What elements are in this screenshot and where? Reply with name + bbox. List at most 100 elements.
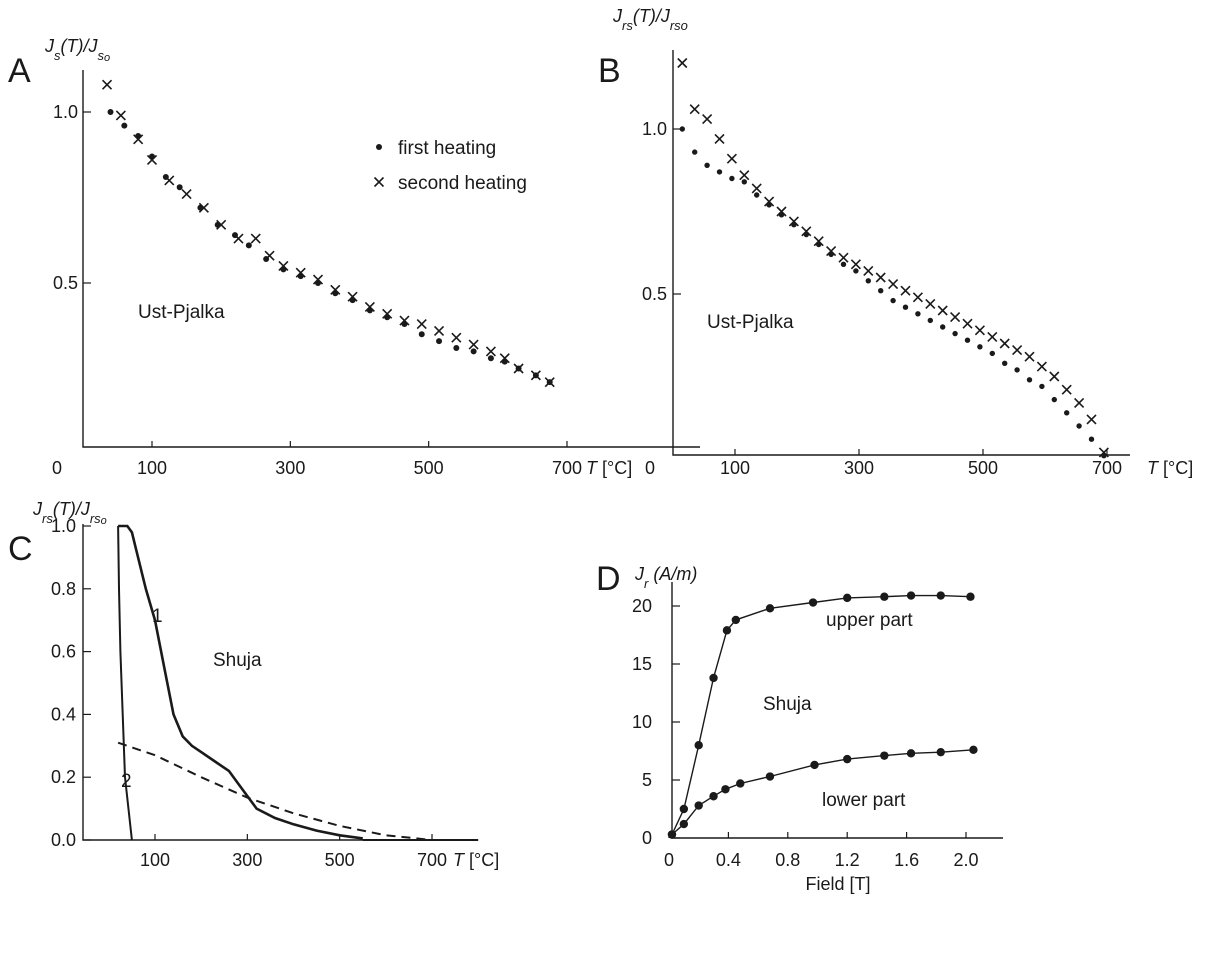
panel-a-point-second-heating <box>468 339 479 350</box>
panel-b-point-second-heating <box>776 206 787 217</box>
panel-a-point-second-heating <box>250 233 261 244</box>
panel-c-axes <box>82 524 462 841</box>
panel-a-point-second-heating <box>295 267 306 278</box>
panel-b-ylabel: Jrs(T)/Jrso <box>612 6 688 33</box>
panel-b-xtick-label: 500 <box>968 458 998 478</box>
panel-b-xtick-label: 300 <box>844 458 874 478</box>
panel-a-xlabel: T [°C] <box>586 458 632 478</box>
panel-b-point-first-heating <box>1076 423 1082 429</box>
panel-d-point-lower <box>736 779 745 788</box>
panel-d-point-upper <box>709 673 718 683</box>
panel-d-xtick-label: 2.0 <box>953 850 978 870</box>
panel-d-ytick-label: 15 <box>632 654 652 674</box>
panel-c-ytick-label: 0.6 <box>51 642 76 662</box>
panel-a-point-second-heating <box>530 370 541 381</box>
panel-b-point-second-heating <box>912 292 923 303</box>
panel-d-point-lower <box>969 745 978 755</box>
panel-b-point-first-heating <box>1014 367 1020 373</box>
panel-d-xtick-label: 1.6 <box>894 850 919 870</box>
panel-a-annotation: Ust-Pjalka <box>138 302 225 323</box>
panel-d-point-upper <box>936 591 945 600</box>
panel-b-point-first-heating <box>964 337 971 343</box>
panel-d-xlabel: Field [T] <box>805 874 870 894</box>
panel-c-xtick-label: 300 <box>232 850 262 870</box>
panel-d-point-lower <box>906 749 916 758</box>
panel-b-xtick-label: 700 <box>1092 458 1122 478</box>
panel-b-point-first-heating <box>1039 383 1045 390</box>
panel-b-letter: B <box>598 52 621 90</box>
panel-b-point-second-heating <box>739 170 750 181</box>
panel-b-point-second-heating <box>925 298 936 309</box>
panel-a-legend-dot-marker <box>376 144 382 150</box>
panel-c-xtick-label: 100 <box>140 850 170 870</box>
panel-d-point-upper <box>880 592 889 601</box>
panel-a-point-second-heating <box>485 346 496 357</box>
panel-a-point-second-heating <box>101 79 113 90</box>
panel-b-point-first-heating <box>692 149 698 155</box>
panel-a-ylabel: Js(T)/Jso <box>44 36 110 64</box>
panel-d-point-lower <box>765 772 775 781</box>
panel-b-point-first-heating <box>989 350 995 357</box>
panel-c-ytick-label: 0.2 <box>51 767 76 787</box>
panel-d-point-upper <box>694 741 703 750</box>
panel-b-point-first-heating <box>729 175 735 182</box>
panel-b-point-second-heating <box>999 338 1010 349</box>
panel-a-axes <box>82 70 700 448</box>
panel-d-ytick-label: 5 <box>642 770 652 790</box>
panel-d-xtick-label: 1.2 <box>835 850 860 870</box>
panel-a-point-second-heating <box>433 325 445 336</box>
panel-b-xtick-label: 100 <box>720 458 750 478</box>
panel-a-point-first-heating <box>436 338 443 345</box>
panel-b-point-second-heating <box>1049 371 1060 382</box>
panel-b-point-first-heating <box>716 169 723 175</box>
panel-a: A Js(T)/Jso 0.5 1.0 0 100 300 500 700 T [°C] Ust-P… <box>8 36 700 478</box>
panel-a-point-second-heating <box>233 233 244 244</box>
panel-d-point-lower <box>709 792 718 801</box>
panel-c-curve-extra <box>117 525 133 841</box>
panel-b-point-first-heating <box>865 278 871 284</box>
panel-d-annotation: Shuja <box>763 694 812 715</box>
panel-a-point-first-heating <box>487 355 494 362</box>
panel-b-ytick-label: 0.5 <box>642 284 667 304</box>
panel-d-point-lower <box>843 754 852 764</box>
panel-a-xtick-label: 0 <box>52 458 62 478</box>
panel-c-xtick-label: 500 <box>325 850 355 870</box>
panel-a-point-first-heating <box>107 109 114 115</box>
panel-b-point-first-heating <box>853 268 859 274</box>
panel-b-point-first-heating <box>840 261 847 267</box>
panel-b-point-first-heating <box>1051 396 1058 403</box>
panel-b-point-second-heating <box>788 216 799 227</box>
panel-b-point-first-heating <box>1088 436 1095 442</box>
panel-a-point-second-heating <box>181 189 192 200</box>
panel-d-ytick-label: 10 <box>632 712 652 732</box>
panel-b-point-first-heating <box>952 330 958 337</box>
panel-d-point-upper <box>765 604 775 613</box>
panel-b-point-second-heating <box>950 312 961 323</box>
panel-d-ytick-label: 20 <box>632 596 652 616</box>
panel-b-point-first-heating <box>977 344 983 350</box>
panel-a-legend-first-heating: first heating <box>398 138 496 159</box>
panel-b-point-first-heating <box>1026 377 1033 383</box>
panel-d-point-upper <box>843 593 852 603</box>
panel-b-point-second-heating <box>1086 414 1097 425</box>
panel-a-point-first-heating <box>470 348 477 355</box>
panel-a-point-second-heating <box>164 175 175 186</box>
panel-d-point-upper <box>966 592 975 601</box>
panel-d-point-upper <box>808 598 818 607</box>
panel-b-point-second-heating <box>677 57 688 69</box>
panel-d-point-lower <box>694 801 703 810</box>
panel-b-point-second-heating <box>826 246 837 257</box>
panel-c-annotation: Shuja <box>213 650 262 671</box>
panel-b-point-first-heating <box>878 288 884 294</box>
panel-b-point-second-heating <box>1061 384 1072 395</box>
panel-d-label-lower-part: lower part <box>822 790 906 811</box>
panel-a-point-second-heating <box>312 274 324 285</box>
panel-d-ytick-label: 0 <box>642 828 652 848</box>
panel-d-xtick-label: 0.8 <box>775 850 800 870</box>
panel-d-point-upper <box>722 626 732 635</box>
panel-b-point-second-heating <box>1074 397 1085 408</box>
panel-d-point-lower <box>679 819 689 829</box>
panel-b-point-second-heating <box>726 153 737 164</box>
panel-a-point-second-heating <box>499 353 510 364</box>
